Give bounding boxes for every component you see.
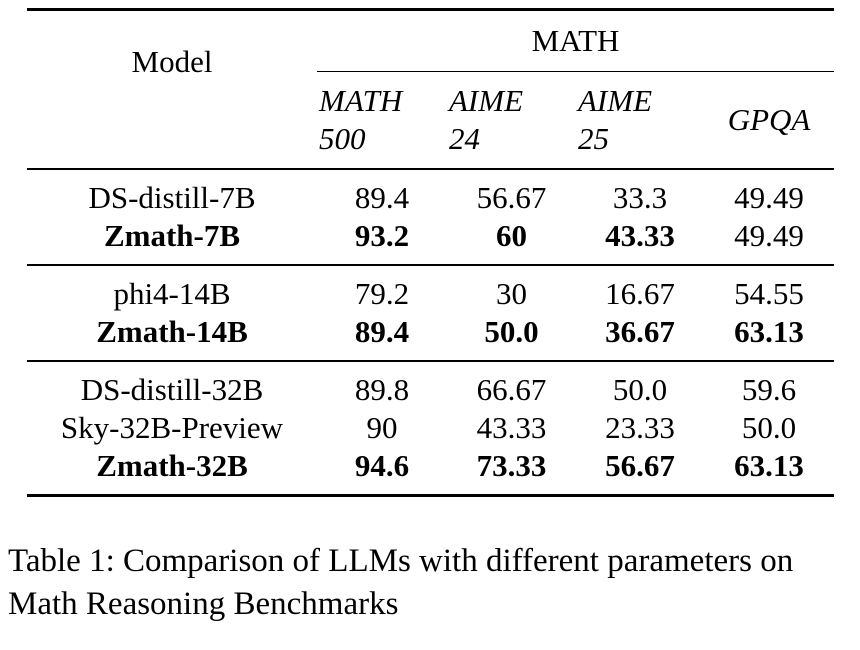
score-aime25: 56.67 [576,447,704,497]
score-math500: 89.8 [317,360,447,409]
math-group-header: MATH [317,8,835,72]
score-aime24: 56.67 [447,168,576,217]
score-gpqa: 54.55 [704,264,835,313]
score-math500: 90 [366,410,398,445]
benchmark-header-math500: MATH 500 [317,71,447,169]
model-name: DS-distill-7B [27,168,317,217]
score-aime25: 16.67 [576,264,704,313]
score-aime24: 60 [496,218,527,253]
benchmark-header-line: MATH [319,83,403,118]
model-name: Zmath-32B [27,447,317,497]
table-row: Sky-32B-Preview 90 43.33 23.33 50.0 [27,409,834,447]
benchmark-header-gpqa: GPQA [704,71,835,169]
score-gpqa: 63.13 [734,314,804,349]
score-aime25: 43.33 [605,218,675,253]
score-math500: 89.4 [317,168,447,217]
model-name: Sky-32B-Preview [60,410,284,445]
benchmark-header-aime24: AIME 24 [447,71,576,169]
table-row: Zmath-14B 89.4 50.0 36.67 63.13 [27,313,834,361]
benchmark-header-row: MATH 500 AIME 24 AIME 25 GPQA [27,71,835,169]
model-name: Zmath-14B [96,314,248,349]
score-aime24: 73.33 [447,447,576,497]
score-aime25: 33.3 [576,168,704,217]
benchmark-header-line: GPQA [727,102,811,137]
score-gpqa: 59.6 [704,360,835,409]
table-row: Zmath-32B 94.6 73.33 56.67 63.13 [27,447,835,497]
score-math500: 79.2 [317,264,447,313]
score-gpqa: 49.49 [704,168,835,217]
table-caption: Table 1: Comparison of LLMs with differe… [8,543,794,622]
score-gpqa: 50.0 [741,410,797,445]
results-table-container: Model MATH MATH 500 AIME 24 AIME 25 GPQA [27,8,835,497]
benchmark-header-aime25: AIME 25 [576,71,704,169]
table-row: DS-distill-32B 89.8 66.67 50.0 59.6 [27,360,835,409]
model-name: Zmath-7B [103,218,241,253]
score-math500: 89.4 [354,314,410,349]
model-column-header: Model [27,8,317,169]
score-aime25: 36.67 [605,314,675,349]
results-table: Model MATH MATH 500 AIME 24 AIME 25 GPQA [27,8,835,497]
benchmark-header-line: 25 [578,121,609,156]
score-math500: 94.6 [317,447,447,497]
benchmark-header-line: 24 [449,121,480,156]
model-name: DS-distill-32B [27,360,317,409]
model-name: phi4-14B [27,264,317,313]
score-aime24: 50.0 [484,314,539,349]
score-aime24: 66.67 [447,360,576,409]
score-aime25: 50.0 [576,360,704,409]
score-aime24: 30 [447,264,576,313]
table-row: DS-distill-7B 89.4 56.67 33.3 49.49 [27,168,835,217]
benchmark-header-line: 500 [319,121,366,156]
table-row: phi4-14B 79.2 30 16.67 54.55 [27,264,835,313]
score-math500: 93.2 [354,218,410,253]
score-aime25: 23.33 [605,410,675,445]
score-gpqa: 63.13 [704,447,835,497]
score-gpqa: 49.49 [734,218,804,253]
table-row: Zmath-7B 93.2 60 43.33 49.49 [27,217,834,265]
score-aime24: 43.33 [476,410,547,445]
benchmark-header-line: AIME [578,83,653,118]
group-header-row: Model MATH [27,8,835,169]
benchmark-header-line: AIME [449,83,524,118]
